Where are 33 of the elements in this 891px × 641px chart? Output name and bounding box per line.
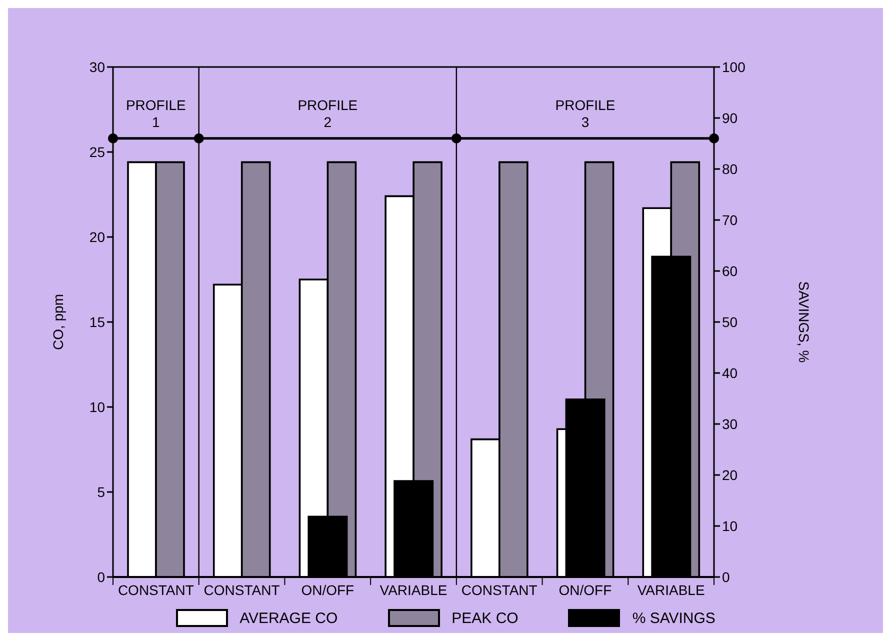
annotation: PROFILE 2 xyxy=(298,97,358,130)
y2-tick-label: 10 xyxy=(722,518,738,534)
y2-tick-label: 80 xyxy=(722,160,738,177)
x-tick-label: CONSTANT xyxy=(461,582,538,598)
y2-tick-label: 50 xyxy=(722,314,738,330)
y2-tick-label: 100 xyxy=(722,58,746,75)
legend-label: AVERAGE CO xyxy=(240,610,338,626)
y-tick-label: 20 xyxy=(89,228,106,245)
x-tick-label: CONSTANT xyxy=(118,582,194,598)
y2-tick-label: 60 xyxy=(722,262,738,279)
legend-label: PEAK CO xyxy=(452,610,518,626)
y-tick-label: 30 xyxy=(89,58,106,75)
y-tick-label: 5 xyxy=(97,484,106,500)
legend-label: % SAVINGS xyxy=(632,610,716,626)
x-tick-label: ON/OFF xyxy=(301,582,354,598)
y-tick-label: 25 xyxy=(89,144,106,160)
y2-tick-label: 20 xyxy=(722,466,738,483)
y2-tick-label: 90 xyxy=(722,110,738,126)
y2-tick-label: 0 xyxy=(722,568,730,585)
x-tick-label: ON/OFF xyxy=(558,582,612,598)
y-tick-label: 15 xyxy=(89,314,106,330)
x-tick-label: CONSTANT xyxy=(204,582,280,598)
y2-axis-title: SAVINGS, % xyxy=(796,281,812,363)
y-axis-title: CO, ppm xyxy=(50,294,66,350)
y2-tick-label: 40 xyxy=(722,364,738,381)
y-tick-label: 0 xyxy=(97,568,106,585)
x-tick-label: VARIABLE xyxy=(380,582,448,598)
y-tick-label: 10 xyxy=(89,398,106,415)
y2-tick-label: 30 xyxy=(722,416,738,432)
y2-tick-label: 70 xyxy=(722,212,738,228)
x-tick-label: VARIABLE xyxy=(637,582,705,598)
annotation: PROFILE 3 xyxy=(555,97,616,130)
annotation: PROFILE 1 xyxy=(126,97,186,130)
